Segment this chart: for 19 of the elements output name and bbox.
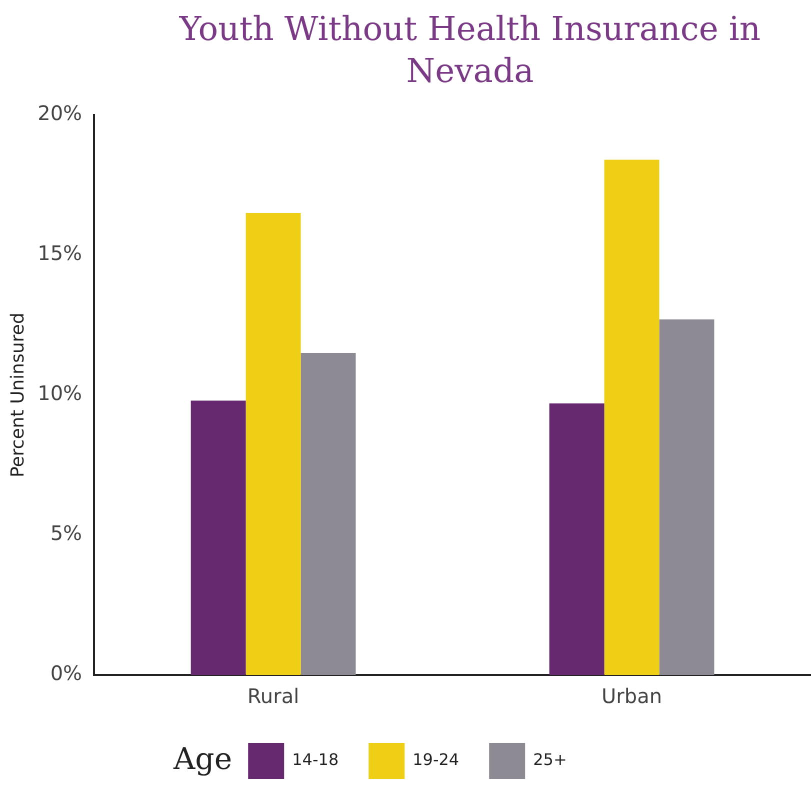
bar [246, 213, 301, 675]
bar [659, 319, 714, 675]
y-tick-label: 10% [38, 381, 82, 406]
legend-label: 19-24 [412, 750, 460, 770]
bar [604, 160, 660, 675]
y-tick-label: 15% [38, 241, 82, 266]
bar [190, 400, 246, 675]
y-tick-label: 5% [50, 521, 82, 546]
x-tick-label: Urban [602, 684, 662, 708]
bar [549, 403, 604, 675]
y-axis-title: Percent Uninsured [7, 312, 28, 478]
legend-label: 14-18 [292, 750, 339, 770]
legend-label: 25+ [533, 750, 567, 770]
y-tick-label: 0% [50, 661, 82, 686]
bar [300, 353, 356, 675]
chart-title: Youth Without Health Insurance in Nevada [178, 8, 762, 92]
x-tick-label: Rural [247, 684, 300, 708]
y-tick-label: 20% [38, 101, 82, 126]
legend-title: Age [172, 742, 232, 777]
